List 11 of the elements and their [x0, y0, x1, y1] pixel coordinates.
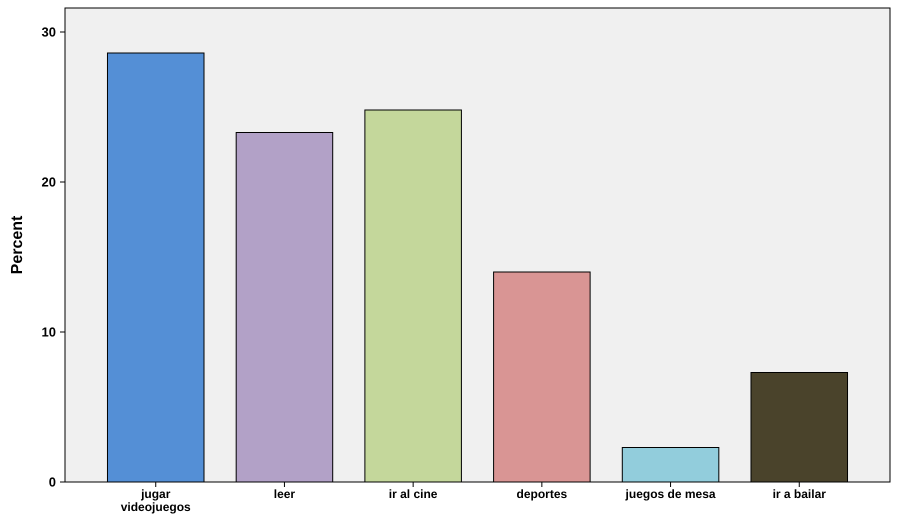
y-axis-title: Percent [9, 214, 26, 274]
x-tick-label: juegos de mesa [624, 487, 716, 501]
y-tick-label: 30 [42, 24, 56, 40]
y-tick-label: 0 [48, 474, 56, 490]
x-tick-label: leer [274, 487, 296, 501]
x-tick-label: jugar videojuegos [120, 487, 192, 514]
y-tick-label: 10 [42, 324, 56, 340]
x-tick-label: deportes [516, 487, 568, 501]
x-tick-label: ir a bailar [772, 487, 826, 501]
x-tick-label: ir al cine [388, 487, 438, 501]
y-tick-label: 20 [42, 174, 56, 190]
